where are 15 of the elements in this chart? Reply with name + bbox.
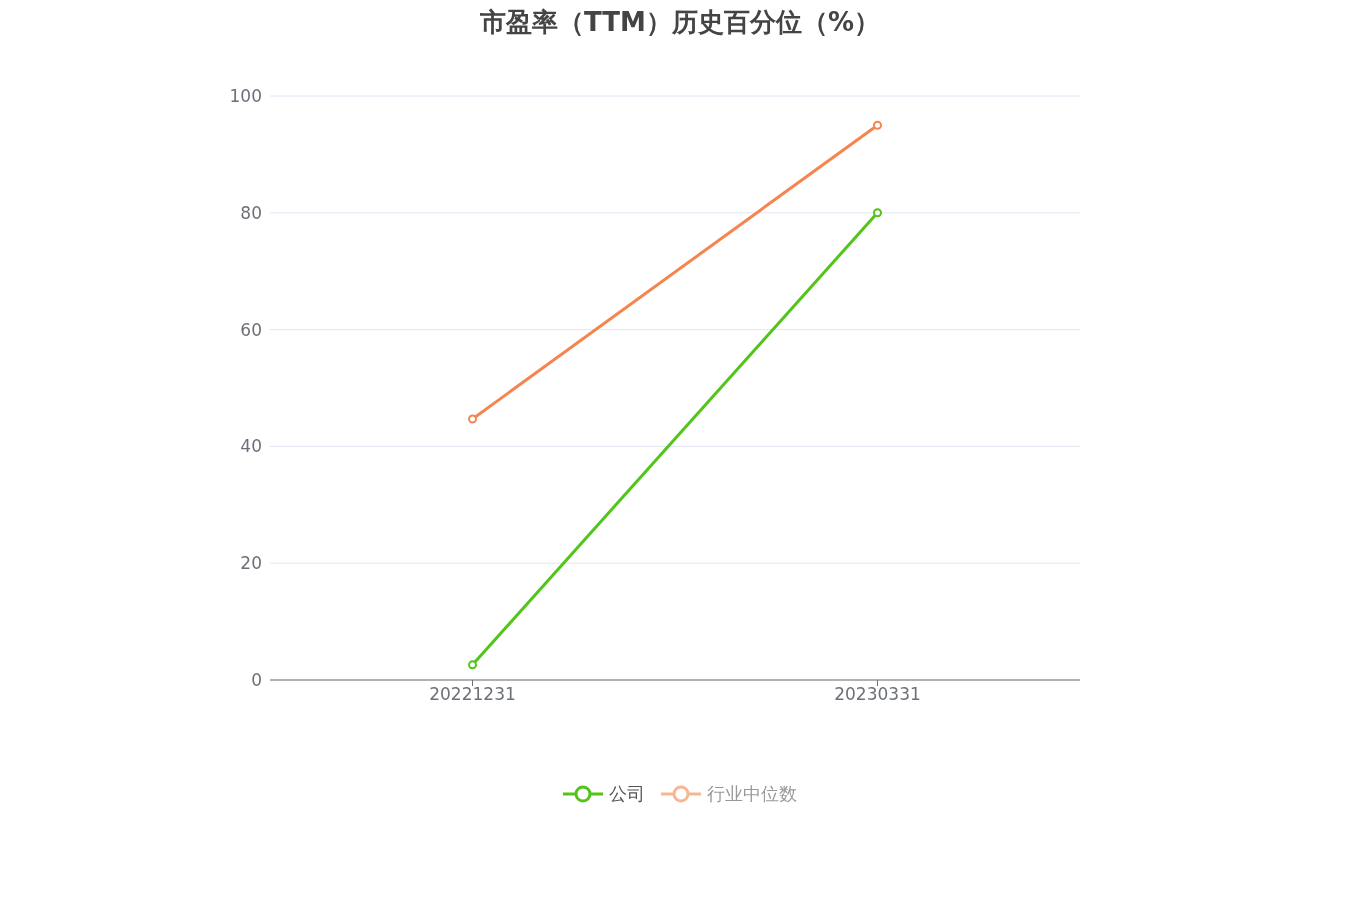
y-tick-label: 100 — [229, 86, 262, 107]
y-tick-label: 40 — [240, 436, 262, 457]
y-tick-label: 0 — [251, 670, 262, 691]
point — [873, 208, 882, 218]
point — [873, 120, 882, 130]
point — [468, 660, 477, 670]
y-tick-label: 80 — [240, 202, 262, 223]
x-tick-label: 20230331 — [834, 684, 921, 705]
y-tick-label: 20 — [240, 553, 262, 574]
point — [468, 414, 477, 424]
chart-title: 市盈率（TTM）历史百分位（%） — [479, 7, 881, 39]
legend-label: 公司 — [609, 782, 645, 806]
legend-label: 行业中位数 — [707, 782, 797, 806]
x-tick-label: 20221231 — [429, 684, 516, 705]
y-tick-label: 60 — [240, 319, 262, 340]
